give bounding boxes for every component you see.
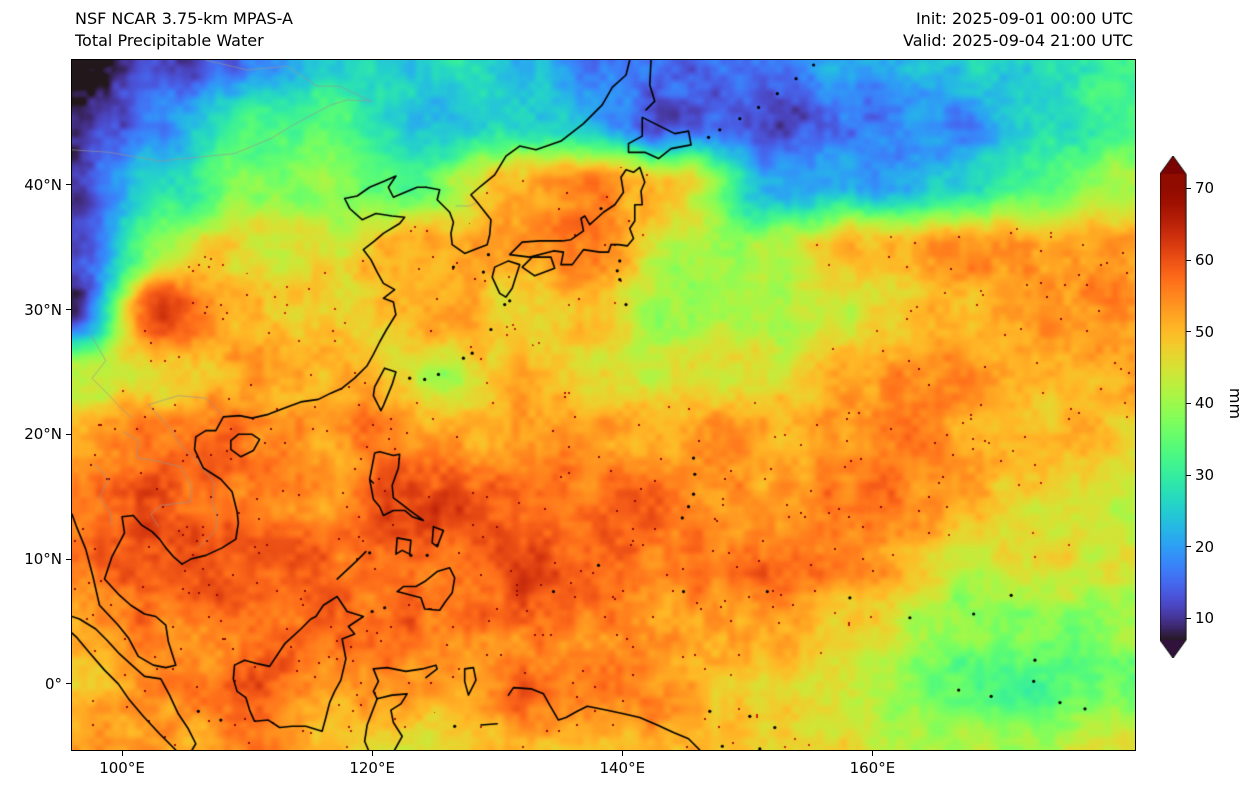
y-tick-label: 10°N [24, 550, 62, 569]
colorbar-tick-label: 20 [1195, 537, 1215, 556]
y-tick-mark [66, 184, 71, 186]
y-tick-mark [66, 558, 71, 560]
colorbar-tick-mark [1186, 187, 1191, 189]
x-tick-mark [121, 751, 123, 756]
colorbar-tick-mark [1186, 259, 1191, 261]
colorbar-tick-label: 60 [1195, 251, 1215, 270]
colorbar-tick-label: 70 [1195, 179, 1215, 198]
colorbar-tick-mark [1186, 617, 1191, 619]
colorbar-tick-label: 40 [1195, 394, 1215, 413]
colorbar-tick-mark [1186, 402, 1191, 404]
x-tick-mark [621, 751, 623, 756]
map-canvas [72, 60, 1135, 750]
y-tick-mark [66, 683, 71, 685]
colorbar-tick-mark [1186, 546, 1191, 548]
colorbar-unit-label: mm [1226, 387, 1246, 420]
x-tick-label: 120°E [349, 759, 395, 777]
y-tick-mark [66, 309, 71, 311]
y-tick-mark [66, 433, 71, 435]
colorbar-tick-label: 30 [1195, 466, 1215, 485]
y-tick-label: 30°N [24, 300, 62, 319]
y-tick-label: 40°N [24, 175, 62, 194]
colorbar: 10 20 30 40 50 60 70 mm [1160, 156, 1250, 658]
init-time: Init: 2025-09-01 00:00 UTC [915, 9, 1133, 28]
header-right: Init: 2025-09-01 00:00 UTC Valid: 2025-0… [903, 8, 1133, 52]
colorbar-tick-mark [1186, 474, 1191, 476]
colorbar-canvas [1160, 156, 1187, 658]
x-tick-label: 100°E [99, 759, 145, 777]
header-left: NSF NCAR 3.75-km MPAS-A Total Precipitab… [75, 8, 293, 52]
valid-time: Valid: 2025-09-04 21:00 UTC [902, 31, 1133, 50]
colorbar-tick-label: 50 [1195, 322, 1215, 341]
y-tick-label: 0° [44, 674, 62, 693]
colorbar-tick-label: 10 [1195, 609, 1215, 628]
map-frame [71, 59, 1136, 751]
x-tick-mark [871, 751, 873, 756]
field-title: Total Precipitable Water [75, 31, 264, 50]
x-tick-label: 160°E [849, 759, 896, 777]
colorbar-tick-mark [1186, 331, 1191, 333]
x-tick-label: 140°E [599, 759, 646, 777]
x-tick-mark [371, 751, 373, 756]
model-title: NSF NCAR 3.75-km MPAS-A [75, 9, 293, 28]
y-tick-label: 20°N [24, 425, 62, 444]
